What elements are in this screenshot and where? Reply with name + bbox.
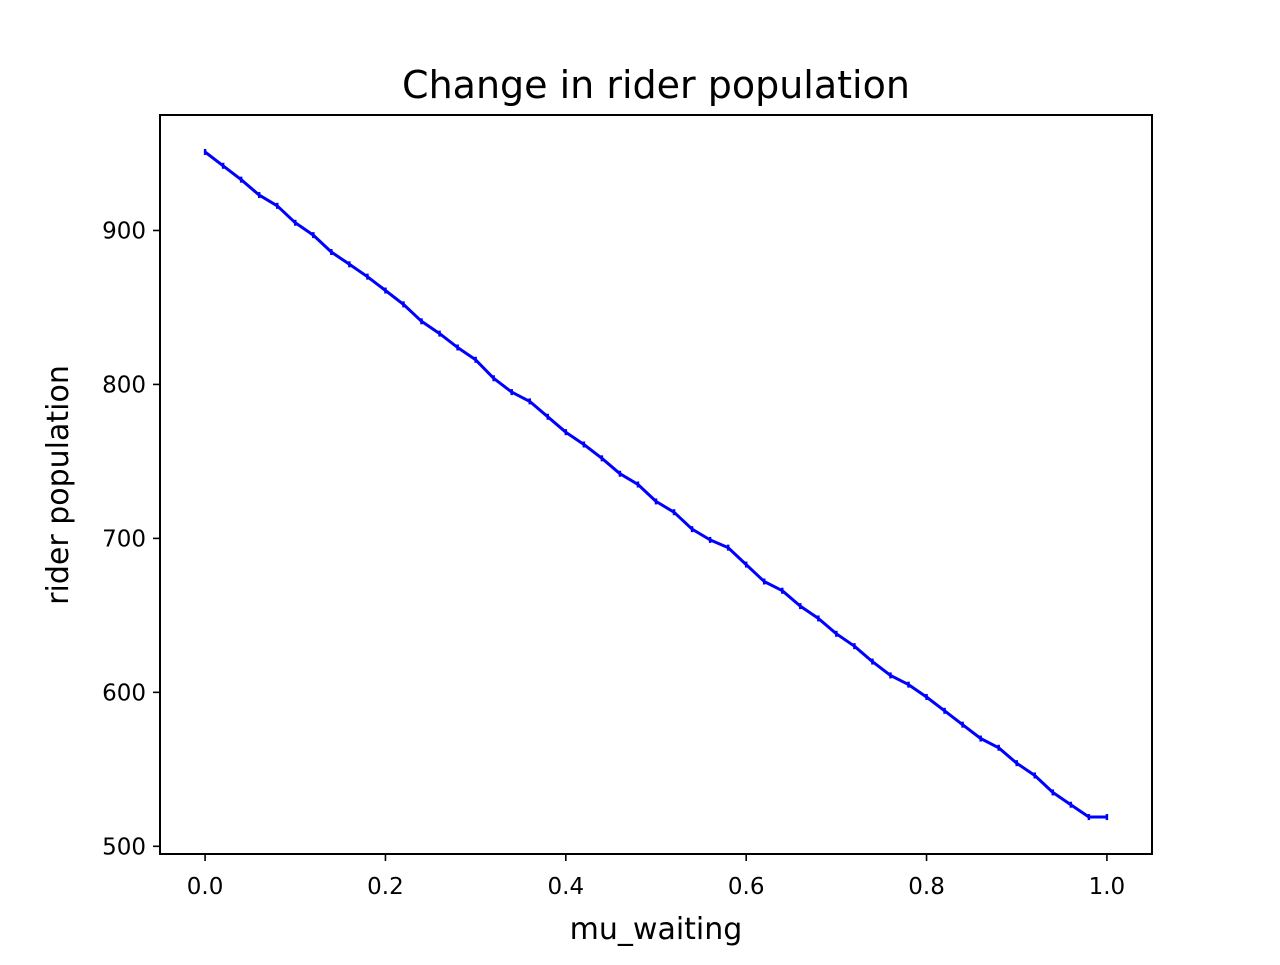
x-axis-label: mu_waiting <box>570 912 743 947</box>
y-tick-label: 600 <box>102 680 146 706</box>
y-tick-label: 500 <box>102 834 146 860</box>
x-tick-label: 0.2 <box>367 874 404 900</box>
y-tick-label: 800 <box>102 372 146 398</box>
y-tick-label: 900 <box>102 218 146 244</box>
chart-title: Change in rider population <box>402 63 910 107</box>
y-tick-label: 700 <box>102 526 146 552</box>
x-tick-label: 1.0 <box>1089 874 1126 900</box>
x-tick-label: 0.0 <box>187 874 224 900</box>
x-tick-label: 0.6 <box>728 874 765 900</box>
plot-frame <box>159 114 1153 855</box>
plot-area: 0.0 0.2 0.4 0.6 0.8 1.0 500 600 700 800 900 <box>102 114 1153 900</box>
x-tick-label: 0.8 <box>908 874 945 900</box>
x-tick-label: 0.4 <box>548 874 585 900</box>
y-axis-label: rider population <box>41 365 76 605</box>
